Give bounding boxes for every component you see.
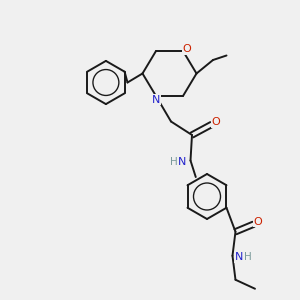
Text: O: O (254, 217, 262, 227)
Text: O: O (212, 117, 220, 127)
Text: H: H (170, 157, 178, 167)
Text: O: O (182, 44, 191, 55)
Text: N: N (235, 252, 243, 262)
Text: H: H (244, 252, 251, 262)
Text: N: N (178, 157, 186, 167)
Text: N: N (152, 95, 160, 105)
